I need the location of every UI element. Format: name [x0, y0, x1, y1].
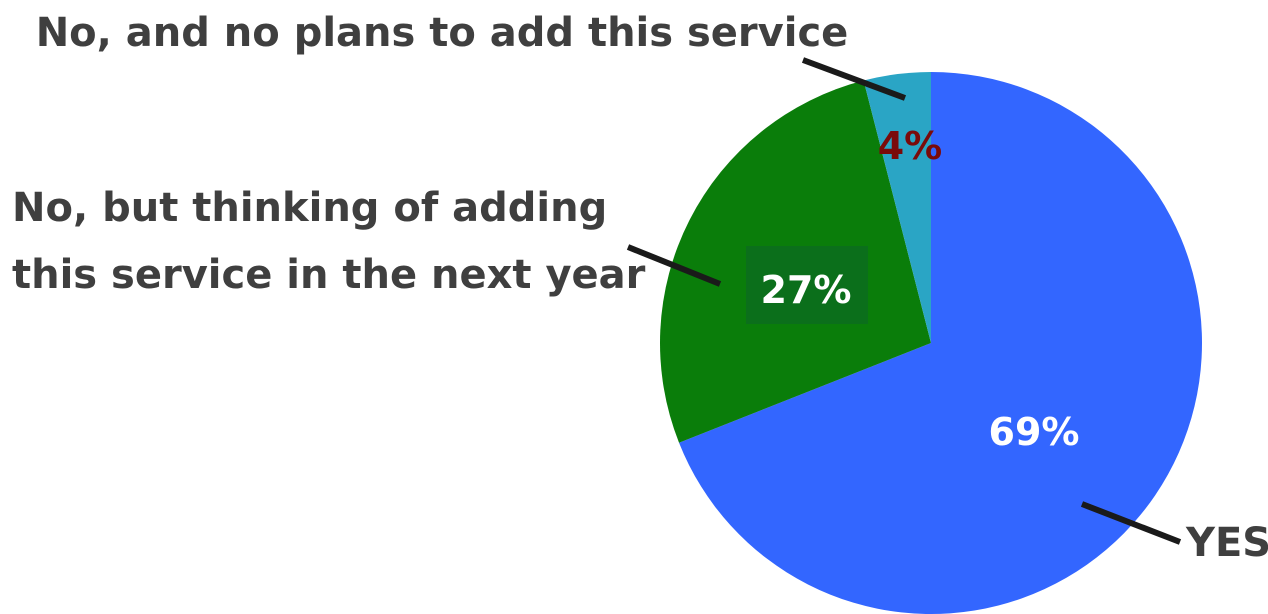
leader-line-thinking: [626, 244, 722, 287]
pie-slices: [660, 72, 1203, 614]
category-label-thinking-line-1: No, but thinking of adding: [12, 185, 607, 231]
leader-line-yes: [1080, 501, 1182, 545]
category-label-no-plans: No, and no plans to add this service: [36, 10, 849, 56]
category-label-yes: YES: [1185, 520, 1268, 566]
pie-slice-no-plans: [863, 72, 931, 343]
value-label-no-plans: 4%: [878, 124, 943, 168]
value-label-bg-thinking: [746, 246, 868, 324]
value-label-thinking: 27%: [761, 268, 852, 312]
category-label-thinking: No, but thinking of adding this service …: [12, 185, 646, 298]
category-label-thinking-line-2: this service in the next year: [12, 252, 646, 298]
pie-slice-yes: [679, 72, 1203, 614]
value-label-yes: 69%: [989, 410, 1080, 454]
leader-line-no-plans: [801, 57, 907, 101]
